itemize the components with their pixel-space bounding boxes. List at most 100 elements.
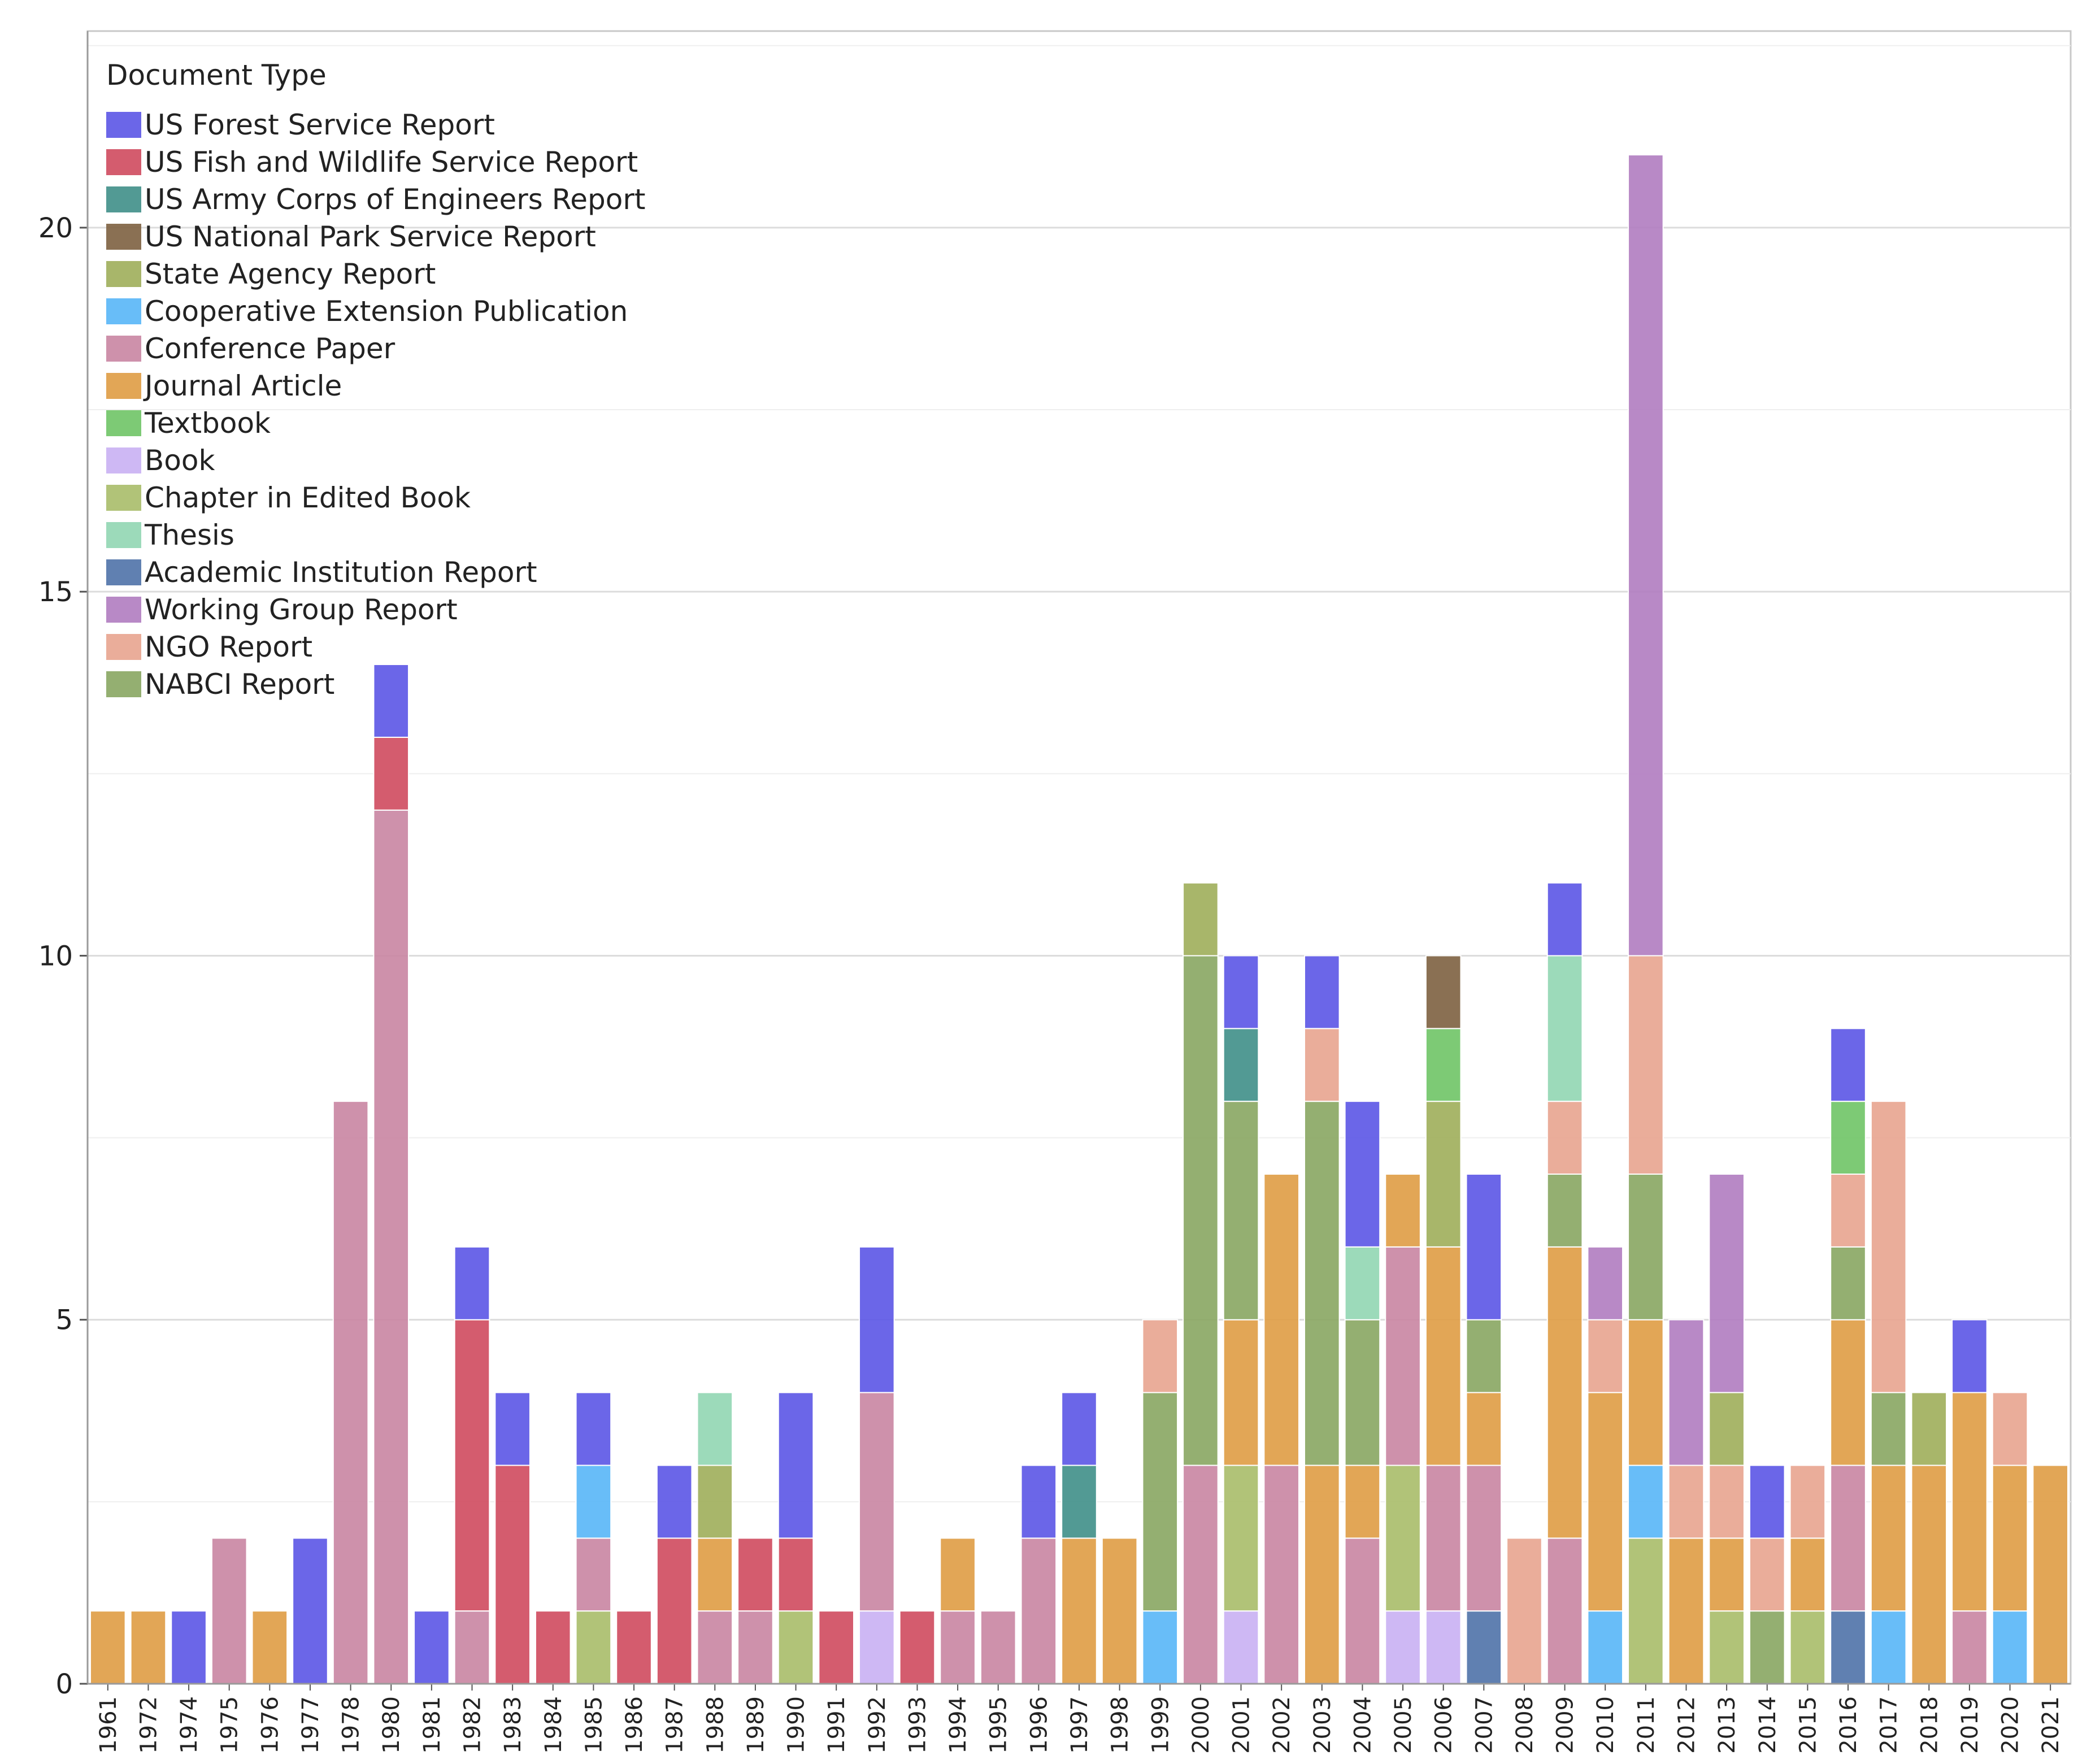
bar-segment-conference-paper-2005 — [1385, 1246, 1421, 1466]
x-tick-label: 1977 — [298, 1696, 324, 1754]
bar-segment-journal-article-2020 — [1992, 1465, 2028, 1612]
legend-item-us-forest-service-report: US Forest Service Report — [106, 108, 495, 141]
bar-segment-us-army-corps-of-engineers-report-2001 — [1223, 1028, 1259, 1102]
bar-segment-nabci-report-2014 — [1749, 1610, 1785, 1684]
bar-segment-journal-article-2004 — [1344, 1465, 1381, 1539]
x-tick-label: 1983 — [500, 1696, 526, 1754]
legend-label: Textbook — [144, 407, 271, 440]
bar-segment-working-group-report-2010 — [1587, 1246, 1624, 1320]
legend-swatch — [106, 559, 141, 585]
bar-segment-state-agency-report-2000 — [1183, 882, 1219, 957]
bar-segment-chapter-in-edited-book-1985 — [575, 1610, 612, 1684]
bar-segment-us-forest-service-report-1997 — [1061, 1392, 1097, 1466]
bar-stack-2017 — [1870, 1101, 1907, 1684]
bar-segment-state-agency-report-1988 — [697, 1465, 733, 1539]
bar-segment-us-forest-service-report-2014 — [1749, 1465, 1785, 1539]
bar-segment-academic-institution-report-2016 — [1830, 1610, 1866, 1684]
legend-item-us-army-corps-of-engineers-report: US Army Corps of Engineers Report — [106, 183, 646, 216]
bar-segment-working-group-report-2011 — [1628, 154, 1664, 957]
legend-item-academic-institution-report: Academic Institution Report — [106, 556, 537, 589]
x-tick-label: 2009 — [1553, 1696, 1579, 1754]
x-tick-label: 2006 — [1431, 1696, 1457, 1754]
bar-stack-2018 — [1911, 1392, 1947, 1684]
bar-stack-1974 — [171, 1610, 207, 1684]
bar-segment-journal-article-2015 — [1789, 1537, 1826, 1612]
bar-segment-journal-article-1961 — [90, 1610, 126, 1684]
x-tick-label: 1999 — [1147, 1696, 1173, 1754]
bar-segment-us-fish-and-wildlife-service-report-1991 — [818, 1610, 855, 1684]
bar-segment-nabci-report-2016 — [1830, 1246, 1866, 1320]
bar-segment-us-forest-service-report-1981 — [414, 1610, 450, 1684]
bar-segment-conference-paper-2007 — [1466, 1465, 1502, 1612]
legend-swatch — [106, 298, 141, 324]
bar-stack-1994 — [940, 1537, 976, 1684]
bar-segment-us-forest-service-report-2016 — [1830, 1028, 1866, 1102]
bar-stack-2014 — [1749, 1465, 1785, 1684]
bar-stack-1991 — [818, 1610, 855, 1684]
legend-label: Conference Paper — [145, 332, 395, 365]
x-axis: 1961 1972 1974 1975 1976 1977 1978 1980 1981 1982… — [88, 1683, 2071, 1754]
bar-segment-journal-article-2019 — [1951, 1392, 1988, 1612]
legend-swatch — [106, 522, 141, 548]
bar-segment-ngo-report-1999 — [1142, 1319, 1179, 1393]
bar-segment-conference-paper-1975 — [211, 1537, 247, 1685]
bar-segment-journal-article-2009 — [1546, 1246, 1583, 1539]
legend-swatch — [106, 149, 141, 175]
bar-segment-conference-paper-1985 — [575, 1537, 612, 1612]
bar-segment-ngo-report-2003 — [1303, 1028, 1340, 1102]
legend-item-nabci-report: NABCI Report — [106, 668, 334, 701]
legend-label: Thesis — [144, 519, 234, 551]
bar-segment-ngo-report-2016 — [1830, 1174, 1866, 1248]
bar-segment-ngo-report-2020 — [1992, 1392, 2028, 1466]
legend-item-cooperative-extension-publication: Cooperative Extension Publication — [106, 295, 628, 328]
bar-stack-1980 — [373, 664, 410, 1684]
bar-segment-working-group-report-2012 — [1668, 1319, 1705, 1466]
bar-segment-us-national-park-service-report-2006 — [1425, 955, 1462, 1029]
bar-stack-1985 — [575, 1392, 612, 1684]
bar-segment-us-forest-service-report-1990 — [777, 1392, 814, 1539]
bar-segment-conference-paper-1980 — [373, 809, 410, 1684]
bar-segment-journal-article-2013 — [1709, 1537, 1745, 1612]
bar-segment-nabci-report-1999 — [1142, 1392, 1179, 1612]
bar-segment-ngo-report-2013 — [1709, 1465, 1745, 1539]
x-tick-label: 1972 — [136, 1696, 162, 1754]
bar-segment-ngo-report-2008 — [1506, 1537, 1542, 1685]
bar-segment-working-group-report-2013 — [1709, 1174, 1745, 1393]
bar-stack-1998 — [1101, 1537, 1138, 1685]
bar-stack-2021 — [2032, 1465, 2068, 1684]
bar-segment-journal-article-2016 — [1830, 1319, 1866, 1466]
bar-segment-journal-article-2006 — [1425, 1246, 1462, 1466]
bar-stack-1995 — [980, 1610, 1016, 1684]
bar-segment-us-forest-service-report-1985 — [575, 1392, 612, 1466]
bar-segment-nabci-report-2000 — [1183, 955, 1219, 1466]
legend-title: Document Type — [106, 59, 327, 92]
bar-segment-us-forest-service-report-1977 — [292, 1537, 328, 1685]
bar-stack-1989 — [737, 1537, 773, 1684]
bar-segment-journal-article-1997 — [1061, 1537, 1097, 1685]
bar-stack-1986 — [616, 1610, 652, 1684]
bar-segment-conference-paper-1995 — [980, 1610, 1016, 1684]
bar-segment-chapter-in-edited-book-1990 — [777, 1610, 814, 1684]
bar-segment-journal-article-1988 — [697, 1537, 733, 1612]
x-tick-label: 2020 — [1998, 1696, 2024, 1754]
bar-segment-nabci-report-2017 — [1870, 1392, 1907, 1466]
bar-stack-2010 — [1587, 1246, 1624, 1684]
bar-stack-1987 — [656, 1465, 693, 1685]
legend-swatch — [106, 410, 141, 436]
x-tick-label: 2021 — [2038, 1696, 2064, 1754]
bar-segment-book-1992 — [859, 1610, 895, 1684]
legend-label: US National Park Service Report — [145, 220, 596, 253]
legend-item-state-agency-report: State Agency Report — [106, 258, 436, 290]
bar-stack-2003 — [1303, 955, 1340, 1684]
x-tick-label: 1978 — [338, 1696, 364, 1754]
bar-segment-conference-paper-2009 — [1546, 1537, 1583, 1685]
bar-segment-conference-paper-1992 — [859, 1392, 895, 1612]
legend-label: NABCI Report — [145, 668, 334, 701]
x-tick-label: 2004 — [1350, 1696, 1376, 1754]
bar-stack-1978 — [332, 1101, 369, 1684]
legend-label: State Agency Report — [145, 258, 436, 290]
bar-segment-nabci-report-2004 — [1344, 1319, 1381, 1466]
x-tick-label: 1986 — [621, 1696, 647, 1754]
x-tick-label: 1991 — [824, 1696, 850, 1754]
x-tick-label: 2005 — [1390, 1696, 1416, 1754]
